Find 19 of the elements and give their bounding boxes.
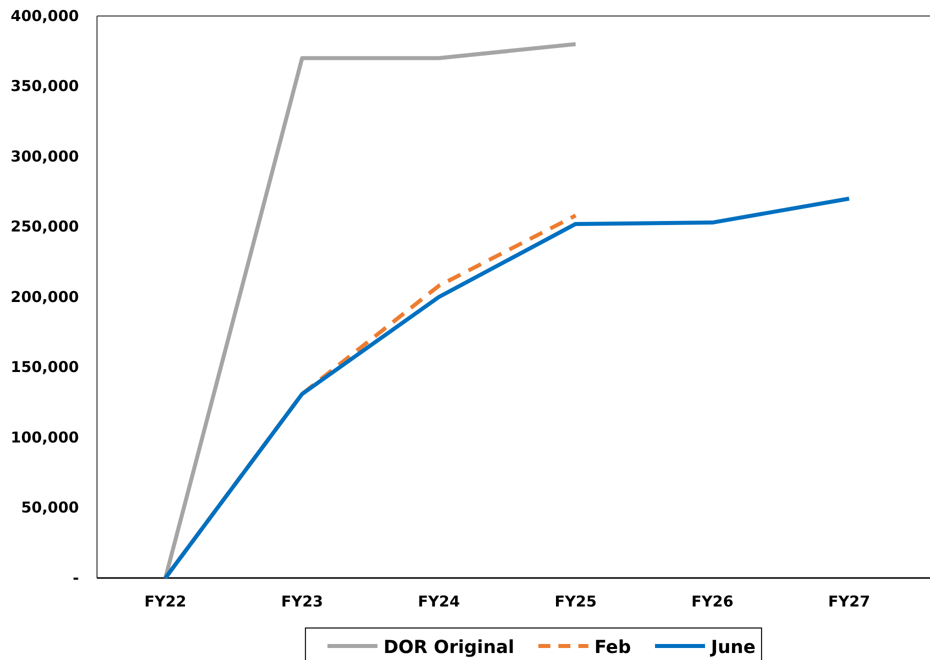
x-tick-label: FY25 bbox=[554, 592, 597, 611]
y-tick-label: 300,000 bbox=[10, 147, 79, 166]
legend-label: Feb bbox=[594, 637, 632, 658]
x-tick-label: FY26 bbox=[691, 592, 734, 611]
y-tick-label: 200,000 bbox=[10, 288, 79, 306]
y-tick-label: 50,000 bbox=[21, 498, 79, 517]
y-tick-label: 100,000 bbox=[10, 428, 79, 446]
y-tick-label: 150,000 bbox=[10, 358, 79, 376]
y-tick-label: 350,000 bbox=[10, 77, 79, 96]
x-tick-label: FY27 bbox=[828, 592, 870, 611]
line-series bbox=[163, 196, 852, 580]
legend-label: June bbox=[709, 637, 756, 658]
y-tick-label: 250,000 bbox=[10, 218, 79, 236]
x-tick-label: FY24 bbox=[418, 592, 460, 611]
x-tick-label: FY23 bbox=[281, 592, 324, 611]
legend-label: DOR Original bbox=[383, 637, 514, 658]
x-tick-label: FY22 bbox=[144, 592, 186, 611]
y-tick-label: 400,000 bbox=[10, 6, 79, 25]
y-tick-label: - bbox=[72, 568, 79, 587]
